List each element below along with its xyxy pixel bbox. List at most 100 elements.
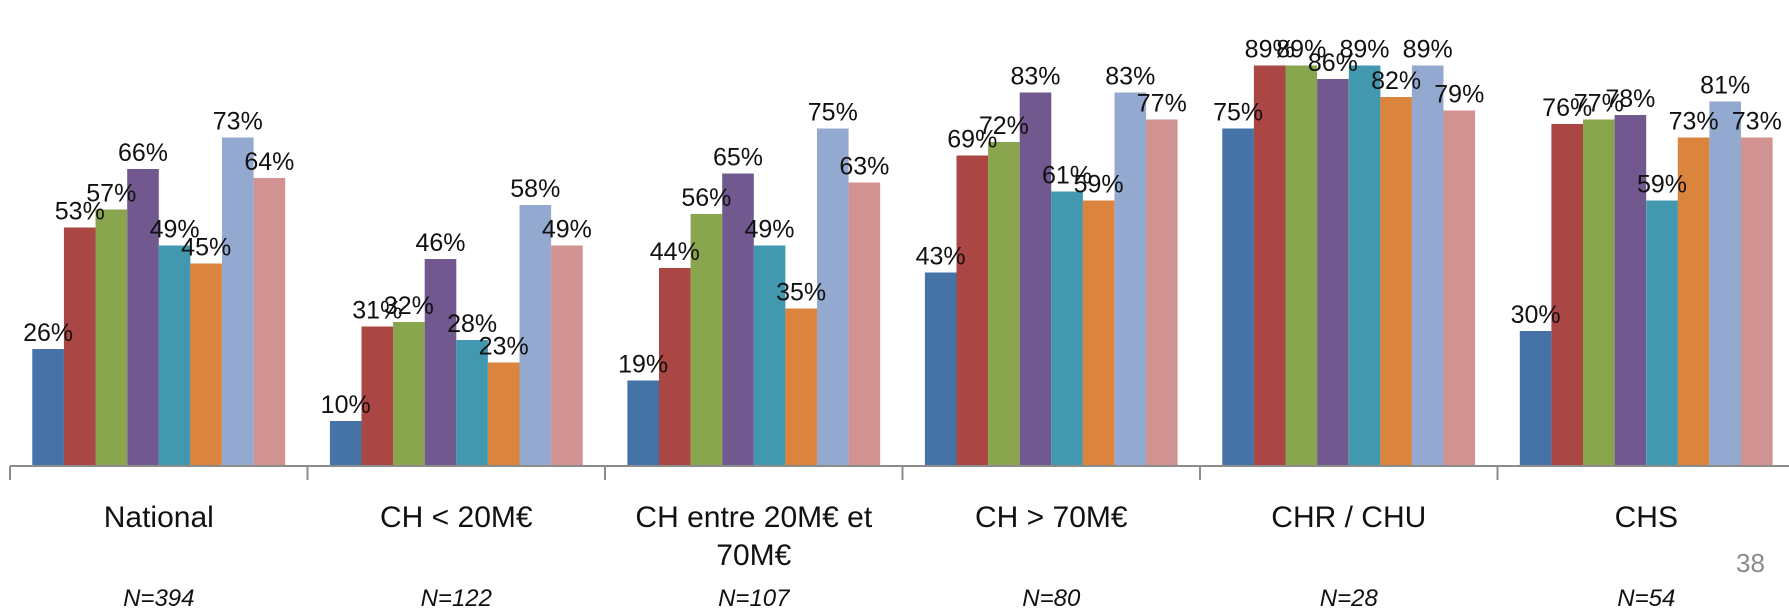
sample-size-label-5: N=54 (1617, 585, 1675, 612)
bar-c0-s4 (158, 245, 191, 466)
bar-c5-s7 (1741, 137, 1773, 466)
data-label-c1-s4: 28% (447, 310, 497, 338)
data-label-c5-s5: 73% (1669, 108, 1719, 136)
bar-c5-s6 (1709, 101, 1741, 466)
data-label-c5-s7: 73% (1732, 108, 1782, 136)
bar-c4-s0 (1222, 128, 1254, 466)
data-label-c3-s1: 69% (947, 126, 997, 154)
data-label-c4-s4: 89% (1339, 36, 1389, 64)
data-label-c4-s1: 89% (1245, 36, 1295, 64)
bar-c0-s2 (95, 209, 128, 466)
bar-c5-s5 (1677, 137, 1710, 466)
data-label-c3-s4: 61% (1042, 162, 1092, 190)
category-label-line: 70M€ (716, 539, 791, 572)
bar-c1-s3 (424, 259, 457, 466)
data-label-c0-s6: 73% (213, 108, 263, 136)
data-label-c5-s3: 78% (1605, 85, 1655, 113)
data-label-c4-s2: 89% (1276, 36, 1326, 64)
bar-c3-s5 (1082, 200, 1115, 466)
data-label-c2-s3: 65% (713, 144, 763, 172)
data-label-c1-s5: 23% (479, 333, 529, 361)
data-label-c0-s4: 49% (150, 216, 200, 244)
bar-c4-s1 (1253, 65, 1286, 466)
bar-c5-s4 (1646, 200, 1678, 466)
category-label-line: CHR / CHU (1271, 501, 1426, 534)
sample-size-label-2: N=107 (718, 585, 791, 612)
data-label-c2-s2: 56% (681, 184, 731, 212)
data-label-c4-s5: 82% (1371, 67, 1421, 95)
data-label-c5-s6: 81% (1700, 72, 1750, 100)
data-label-c5-s0: 30% (1511, 301, 1561, 329)
data-label-c3-s2: 72% (979, 112, 1029, 140)
bar-c0-s3 (127, 169, 159, 466)
data-label-c2-s7: 63% (839, 153, 889, 181)
bar-c3-s2 (988, 142, 1020, 466)
bar-c2-s5 (785, 308, 817, 466)
sample-size-label-0: N=394 (123, 585, 194, 612)
data-label-c1-s0: 10% (321, 391, 371, 419)
bar-c0-s6 (222, 137, 254, 466)
data-label-c0-s3: 66% (118, 139, 168, 167)
data-label-c0-s7: 64% (244, 148, 294, 176)
bar-c3-s0 (924, 272, 957, 466)
bar-c3-s6 (1114, 92, 1147, 466)
bar-c4-s3 (1317, 79, 1349, 466)
data-label-c5-s2: 77% (1574, 90, 1624, 118)
data-label-c4-s7: 79% (1434, 81, 1484, 109)
data-label-c2-s1: 44% (650, 238, 700, 266)
bar-c1-s0 (329, 421, 362, 466)
bar-c4-s5 (1380, 97, 1412, 466)
data-label-c3-s3: 83% (1010, 63, 1060, 91)
data-label-c4-s3: 86% (1308, 49, 1358, 77)
data-label-c2-s4: 49% (744, 216, 794, 244)
data-label-c4-s0: 75% (1213, 99, 1263, 127)
bar-c1-s6 (519, 205, 552, 466)
bar-c2-s0 (627, 380, 659, 466)
data-label-c3-s5: 59% (1074, 171, 1124, 199)
bars-layer (32, 65, 1773, 466)
bar-c5-s3 (1614, 115, 1647, 466)
sample-size-label-4: N=28 (1320, 585, 1379, 612)
category-label-1: CH < 20M€ (380, 501, 533, 534)
axis-layer (9, 465, 1789, 480)
bar-c1-s5 (487, 362, 520, 466)
data-label-c2-s0: 19% (618, 351, 668, 379)
bar-c1-s2 (393, 322, 425, 466)
bar-c2-s1 (659, 268, 691, 466)
category-label-3: CH > 70M€ (975, 501, 1128, 534)
data-label-c1-s7: 49% (542, 216, 592, 244)
bar-c5-s2 (1583, 119, 1615, 466)
bar-c4-s2 (1285, 65, 1318, 466)
data-label-c0-s5: 45% (181, 234, 231, 262)
data-label-c0-s2: 57% (86, 180, 136, 208)
category-label-line: CH > 70M€ (975, 501, 1128, 534)
data-label-c0-s1: 53% (55, 198, 105, 226)
bar-c2-s2 (690, 214, 723, 466)
category-label-2: CH entre 20M€ et 70M€ (635, 501, 872, 572)
bar-c0-s1 (63, 227, 96, 466)
bar-c1-s7 (551, 245, 583, 466)
labels-layer: 26%53%57%66%49%45%73%64%NationalN=39410%… (23, 36, 1782, 613)
bar-c4-s4 (1348, 65, 1381, 466)
data-label-c1-s1: 31% (352, 297, 402, 325)
bar-c2-s3 (722, 173, 754, 466)
category-label-4: CHR / CHU (1271, 501, 1426, 534)
category-label-line: CHS (1615, 501, 1678, 534)
bar-c2-s4 (753, 245, 786, 466)
data-label-c1-s2: 32% (384, 292, 434, 320)
data-label-c5-s1: 76% (1542, 94, 1592, 122)
category-label-line: CH entre 20M€ et (635, 501, 872, 534)
data-label-c4-s6: 89% (1403, 36, 1453, 64)
bar-c3-s4 (1051, 191, 1083, 466)
category-label-line: National (104, 501, 214, 534)
bar-c2-s6 (817, 128, 849, 466)
data-label-c2-s6: 75% (808, 99, 858, 127)
bar-c4-s6 (1411, 65, 1444, 466)
bar-c2-s7 (848, 182, 881, 466)
bar-c0-s0 (32, 349, 64, 466)
bar-c1-s1 (361, 326, 394, 466)
bar-c4-s7 (1443, 110, 1476, 466)
sample-size-label-3: N=80 (1022, 585, 1081, 612)
bar-c0-s5 (190, 263, 222, 466)
